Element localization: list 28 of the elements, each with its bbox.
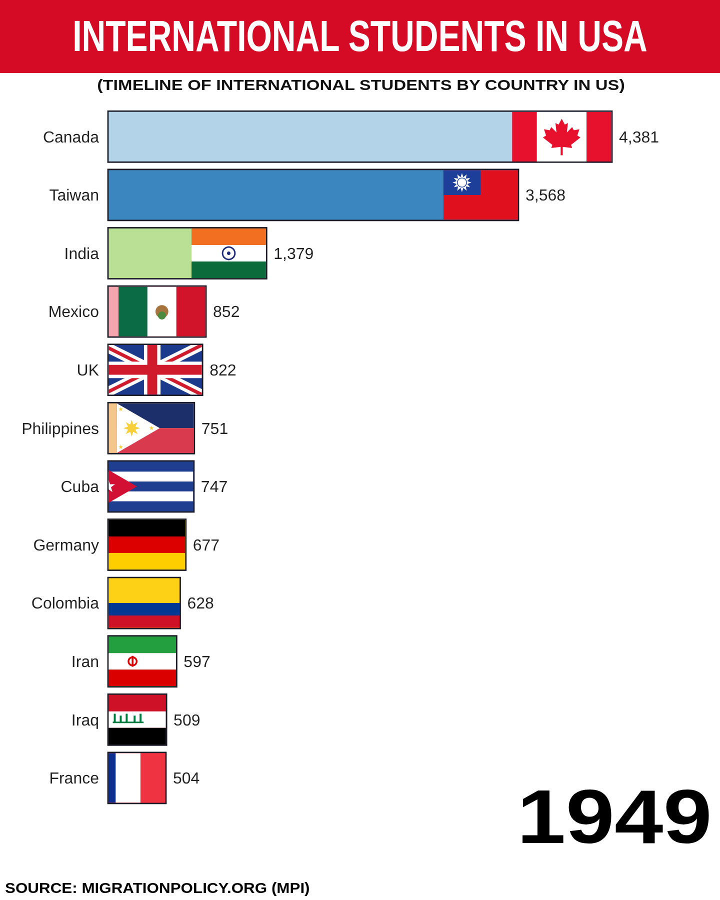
data-label: 852 bbox=[213, 304, 240, 322]
y-tick-label: Philippines bbox=[22, 420, 99, 438]
y-tick-label: Iraq bbox=[71, 712, 99, 730]
data-label: 4,381 bbox=[619, 129, 660, 146]
source-note: SOURCE: MIGRATIONPOLICY.ORG (MPI) bbox=[5, 879, 310, 896]
data-label: 3,568 bbox=[525, 188, 566, 205]
y-tick-label: Taiwan bbox=[49, 188, 99, 205]
data-label: 677 bbox=[192, 537, 220, 554]
data-label: 597 bbox=[184, 654, 210, 671]
data-label: 504 bbox=[172, 770, 200, 788]
y-tick-label: UK bbox=[76, 362, 100, 380]
data-label: 628 bbox=[187, 596, 214, 613]
data-label: 747 bbox=[200, 479, 228, 496]
y-tick-label: Germany bbox=[33, 537, 99, 554]
y-tick-label: India bbox=[64, 246, 100, 263]
data-label: 822 bbox=[210, 362, 236, 380]
annotation: 1949 bbox=[517, 774, 712, 859]
chart-subtitle: (TIMELINE OF INTERNATIONAL STUDENTS BY COUNTRY IN US) bbox=[97, 76, 625, 93]
y-tick-label: Cuba bbox=[60, 479, 100, 496]
y-tick-label: Colombia bbox=[31, 596, 100, 613]
y-tick-label: Mexico bbox=[48, 304, 100, 322]
data-label: 1,379 bbox=[274, 246, 314, 263]
y-tick-label: Canada bbox=[42, 129, 100, 146]
chart-title: INTERNATIONAL STUDENTS IN USA bbox=[72, 11, 648, 60]
data-label: 751 bbox=[201, 420, 228, 438]
data-label: 509 bbox=[174, 712, 200, 730]
y-tick-label: Iran bbox=[71, 654, 99, 671]
y-tick-label: France bbox=[49, 770, 100, 788]
